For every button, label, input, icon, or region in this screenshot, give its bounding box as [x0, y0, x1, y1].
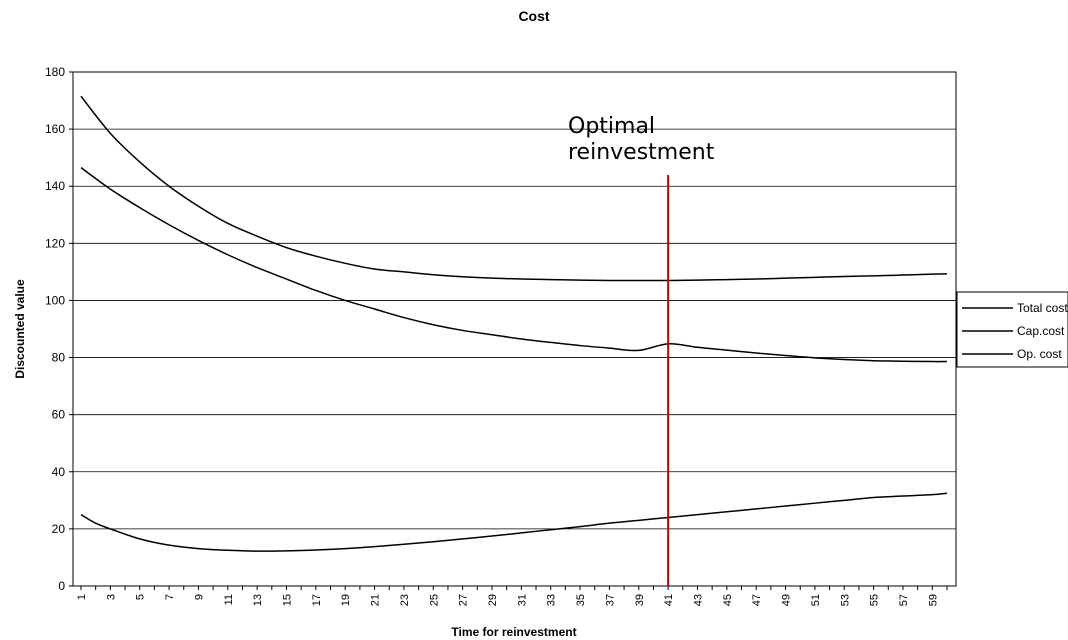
legend-label: Op. cost [1017, 347, 1062, 361]
x-tick-label: 41 [663, 594, 675, 606]
chart-title: Cost [518, 8, 549, 24]
x-tick-label: 9 [193, 594, 205, 600]
x-tick-label: 33 [546, 594, 558, 606]
x-tick-label: 29 [487, 594, 499, 606]
y-tick-label: 180 [45, 65, 65, 79]
series-lines [80, 95, 948, 552]
x-tick-label: 27 [458, 594, 470, 606]
x-tick-label: 47 [751, 594, 763, 606]
x-tick-label: 25 [428, 594, 440, 606]
legend-label: Total cost [1017, 301, 1068, 315]
annotation-text-line: Optimal [568, 114, 655, 139]
x-tick-label: 35 [575, 594, 587, 606]
y-tick-label: 0 [58, 579, 65, 593]
x-tick-label: 51 [810, 594, 822, 606]
x-tick-label: 49 [781, 594, 793, 606]
legend-label: Cap.cost [1017, 324, 1065, 338]
x-tick-label: 5 [135, 594, 147, 600]
x-tick-label: 7 [164, 594, 176, 600]
series-line-total-cost [80, 95, 948, 282]
y-tick-label: 120 [45, 236, 65, 250]
x-tick-label: 23 [399, 594, 411, 606]
x-tick-label: 57 [898, 594, 910, 606]
x-tick-label: 17 [311, 594, 323, 606]
y-tick-label: 20 [52, 522, 66, 536]
legend: Total cost Cap.cost Op. cost [956, 291, 1068, 368]
x-tick-label: 11 [223, 594, 235, 605]
y-tick-label: 80 [52, 351, 66, 365]
y-tick-label: 160 [45, 122, 65, 136]
plot-area-border [72, 71, 957, 587]
x-tick-label: 19 [340, 594, 352, 606]
x-tick-label: 45 [722, 594, 734, 606]
y-axis-ticks: 0 20 40 60 80 100 120 140 160 180 [45, 65, 73, 593]
x-tick-label: 1 [76, 594, 88, 600]
annotation-text-line: reinvestment [568, 140, 715, 165]
y-axis-title: Discounted value [13, 279, 27, 379]
y-tick-label: 60 [52, 408, 66, 422]
x-tick-label: 37 [604, 594, 616, 606]
x-axis-title: Time for reinvestment [451, 625, 576, 639]
x-tick-label: 3 [105, 594, 117, 600]
series-line-op-cost [80, 492, 948, 552]
x-tick-label: 21 [370, 594, 382, 606]
y-tick-label: 140 [45, 179, 65, 193]
x-tick-label: 13 [252, 594, 264, 606]
x-tick-label: 31 [516, 594, 528, 606]
x-tick-label: 15 [281, 594, 293, 606]
x-tick-label: 59 [927, 594, 939, 606]
x-tick-label: 55 [869, 594, 881, 606]
x-tick-label: 43 [692, 594, 704, 606]
x-tick-label: 53 [839, 594, 851, 606]
x-axis-ticks: 1 3 5 7 9 11 13 15 17 19 21 23 25 27 29 31 33 35 37 39 41 43 4… [76, 586, 948, 606]
y-tick-label: 100 [45, 293, 65, 307]
gridlines [73, 128, 956, 530]
series-line-cap-cost [80, 167, 948, 363]
x-tick-label: 39 [634, 594, 646, 606]
y-tick-label: 40 [52, 465, 66, 479]
